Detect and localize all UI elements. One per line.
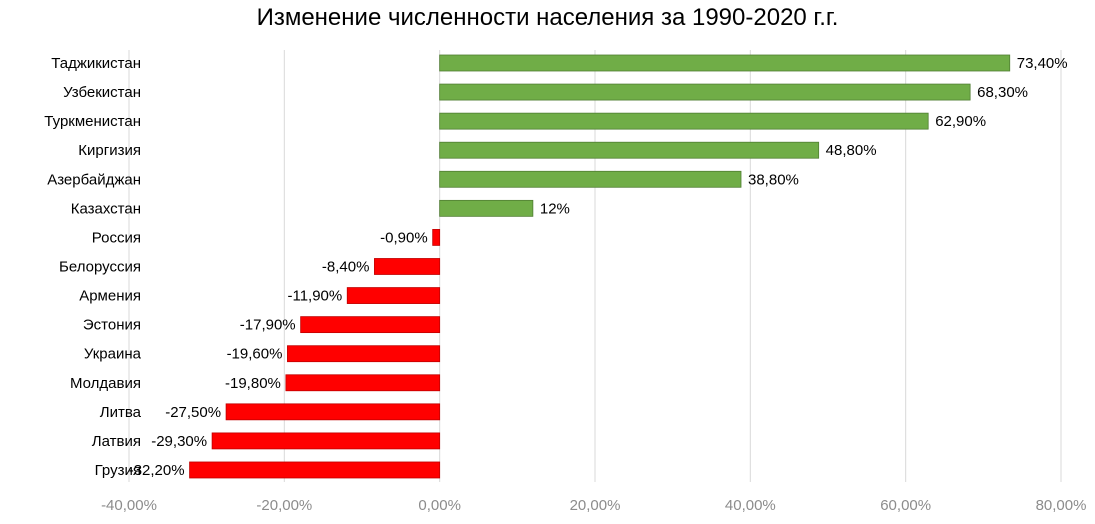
data-label: -8,40%	[322, 258, 370, 275]
data-label: -0,90%	[380, 229, 428, 246]
category-label: Казахстан	[71, 200, 141, 217]
data-label: -29,30%	[151, 433, 207, 450]
data-label: -19,80%	[225, 375, 281, 392]
data-label: -11,90%	[287, 288, 342, 305]
bar	[432, 229, 441, 246]
bar	[439, 112, 929, 130]
data-label: 48,80%	[826, 142, 877, 159]
data-label: 12%	[540, 200, 570, 217]
bar	[439, 83, 971, 101]
category-label: Грузия	[95, 462, 141, 479]
category-label: Молдавия	[70, 375, 141, 392]
category-label: Азербайджан	[47, 171, 141, 188]
category-label: Эстония	[83, 317, 141, 334]
category-label: Украина	[84, 346, 142, 363]
x-tick-label: -20,00%	[256, 497, 312, 514]
x-tick-label: 20,00%	[570, 497, 621, 514]
category-label: Армения	[79, 288, 141, 305]
data-label: -27,50%	[165, 404, 221, 421]
category-label: Белоруссия	[59, 258, 141, 275]
data-labels: 73,40%68,30%62,90%48,80%38,80%12%-0,90%-…	[129, 55, 1068, 479]
chart-title: Изменение численности населения за 1990-…	[256, 4, 839, 31]
bar	[300, 316, 441, 334]
data-label: 38,80%	[748, 171, 799, 188]
category-label: Россия	[92, 229, 141, 246]
x-tick-label: 80,00%	[1036, 497, 1087, 514]
bar	[287, 345, 441, 363]
x-tick-label: -40,00%	[101, 497, 157, 514]
data-label: 73,40%	[1017, 55, 1068, 72]
category-label: Киргизия	[78, 142, 141, 159]
category-label: Литва	[100, 404, 142, 421]
category-labels: Таджикистан Узбекистан Туркменистан Киргизи…	[44, 55, 141, 479]
bar	[439, 199, 534, 217]
bar	[285, 374, 441, 392]
data-label: 68,30%	[977, 84, 1028, 101]
category-label: Таджикистан	[51, 55, 141, 72]
bars	[189, 54, 1011, 479]
x-axis-ticks: -40,00% -20,00% 0,00% 20,00% 40,00% 60,00% 80,…	[101, 497, 1086, 514]
category-label: Узбекистан	[63, 84, 141, 101]
bar	[439, 54, 1011, 72]
bar	[189, 461, 441, 479]
data-label: -19,60%	[227, 346, 283, 363]
category-label: Туркменистан	[44, 113, 141, 130]
bar	[439, 141, 820, 159]
bar	[374, 258, 441, 275]
bar	[211, 432, 441, 450]
data-label: -17,90%	[240, 317, 296, 334]
data-label: 62,90%	[935, 113, 986, 130]
category-label: Латвия	[92, 433, 141, 450]
bar	[346, 287, 441, 304]
bar	[225, 403, 441, 421]
data-label: -32,20%	[129, 462, 185, 479]
bar	[439, 170, 742, 188]
x-tick-label: 0,00%	[418, 497, 461, 514]
x-tick-label: 60,00%	[880, 497, 931, 514]
x-tick-label: 40,00%	[725, 497, 776, 514]
